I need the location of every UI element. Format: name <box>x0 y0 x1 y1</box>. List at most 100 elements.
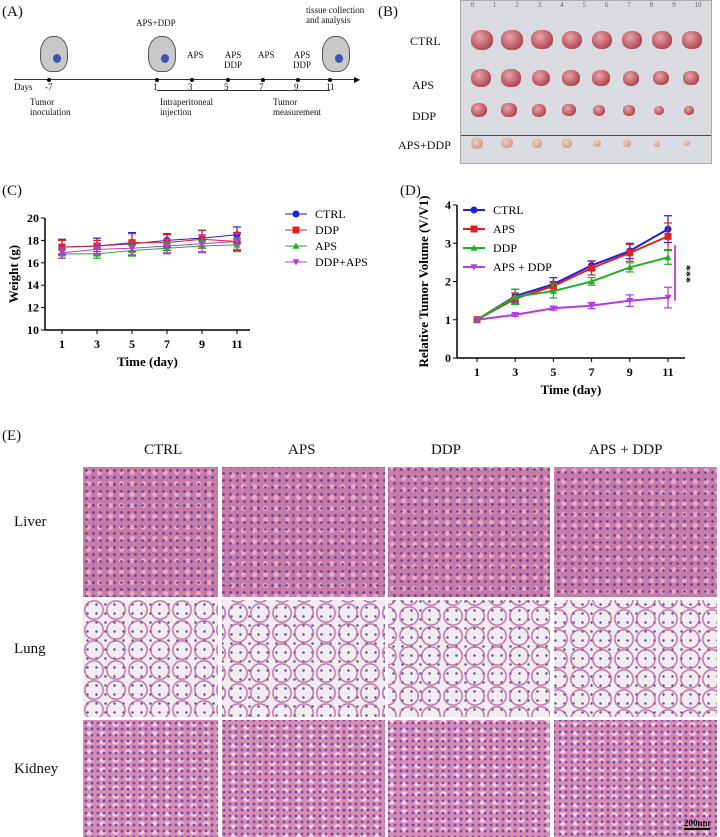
series-line <box>476 235 669 321</box>
panel-d-label: (D) <box>400 183 421 199</box>
column-header: APS + DDP <box>589 442 663 458</box>
x-tick-label: 9 <box>199 337 205 351</box>
data-point <box>470 225 478 233</box>
kidney-histology-image <box>83 720 218 837</box>
row-label: DDP <box>412 109 437 123</box>
tumor-specimen <box>471 138 483 149</box>
y-tick-label: 0 <box>445 351 451 365</box>
mouse-icon <box>148 36 176 72</box>
y-axis-label: Weight (g) <box>6 245 21 303</box>
tumor-specimen <box>562 70 580 87</box>
data-point <box>626 297 634 305</box>
day-label: -7 <box>45 82 53 92</box>
data-point <box>292 259 300 266</box>
tumor-specimen <box>623 105 635 116</box>
data-point <box>588 302 596 310</box>
ruler-number: 3 <box>537 1 542 9</box>
x-tick-label: 9 <box>627 365 633 379</box>
liver-histology-image <box>83 467 218 597</box>
tumor-specimen <box>683 105 695 116</box>
column-header: DDP <box>431 442 462 458</box>
y-tick-label: 18 <box>27 233 39 247</box>
timeline-tick <box>261 78 265 82</box>
top-label: APS DDP <box>224 50 243 70</box>
ruler-number: 4 <box>560 1 564 9</box>
days-label: Days <box>14 82 33 92</box>
tumor-specimen <box>471 103 487 118</box>
end-label: tissue collection and analysis <box>306 5 365 25</box>
tumor-specimen <box>501 138 513 149</box>
panel-b-label: (B) <box>378 4 398 20</box>
x-tick-label: 1 <box>59 337 65 351</box>
tumor-specimen <box>623 140 631 148</box>
day-label: 9 <box>294 82 299 92</box>
data-point <box>473 316 481 324</box>
tumor-specimen <box>592 139 602 148</box>
data-point <box>511 293 519 300</box>
data-point <box>664 294 672 302</box>
panel-a-timeline: ▶ Days APS+DDP APS APS DDP APS APS DDP t… <box>0 0 375 117</box>
data-point <box>588 264 596 272</box>
y-tick-label: 16 <box>27 256 39 270</box>
tumor-specimen <box>592 104 606 117</box>
panel-e-label: (E) <box>2 428 22 444</box>
ruler-number: 1 <box>492 1 497 9</box>
legend-label: CTRL <box>315 207 346 221</box>
y-axis-label: Relative Tumor Volume (V/V1) <box>416 195 431 367</box>
y-tick-label: 1 <box>445 313 451 327</box>
data-point <box>292 242 300 249</box>
y-tick-label: 4 <box>445 198 451 212</box>
day-label: 5 <box>224 82 229 92</box>
tumor-specimen <box>531 30 553 50</box>
y-tick-label: 14 <box>27 278 39 292</box>
ruler-number: 10 <box>694 1 702 9</box>
lung-histology-image <box>554 600 717 717</box>
data-point <box>664 253 672 261</box>
x-tick-label: 3 <box>94 337 100 351</box>
x-axis-label: Time (day) <box>541 382 602 397</box>
lung-histology-image <box>83 600 218 717</box>
tumor-specimen <box>531 138 543 149</box>
data-point <box>626 249 634 257</box>
tumor-specimen <box>652 31 672 49</box>
lung-histology-image <box>388 600 550 717</box>
x-tick-label: 1 <box>474 365 480 379</box>
tumor-specimen <box>683 140 691 147</box>
intraperitoneal-label: Intraperitoneal injection <box>160 97 213 117</box>
y-tick-label: 12 <box>27 301 39 315</box>
legend-label: DDP <box>315 223 339 237</box>
tumor-photo: 0 1 2 3 4 5 6 7 8 9 10 <box>460 0 712 164</box>
x-tick-label: 11 <box>231 337 242 351</box>
legend-label: DDP+APS <box>315 255 368 269</box>
row-label: Kidney <box>14 760 59 777</box>
series-line <box>61 241 238 254</box>
arrow-icon: ▶ <box>354 75 361 84</box>
top-label: APS <box>187 50 204 60</box>
row-label: CTRL <box>410 34 441 48</box>
data-point <box>233 238 241 246</box>
timeline-tick <box>47 78 51 82</box>
timeline-tick <box>328 78 332 82</box>
y-tick-label: 10 <box>27 323 39 337</box>
mouse-icon <box>40 36 68 72</box>
data-point <box>664 232 672 240</box>
x-tick-label: 7 <box>164 337 170 351</box>
data-point <box>470 244 478 251</box>
row-label: Lung <box>14 640 46 657</box>
legend-label: APS <box>493 222 515 236</box>
tumor-specimen <box>653 105 665 116</box>
tumor-specimen <box>591 30 613 50</box>
data-point <box>626 263 634 271</box>
tumor-specimen <box>653 71 669 86</box>
top-label: APS <box>258 50 275 60</box>
x-tick-label: 11 <box>662 365 673 379</box>
tumor-specimen <box>622 70 640 86</box>
tumor-specimen <box>501 30 523 50</box>
panel-a-label: (A) <box>2 4 23 20</box>
significance-label: *** <box>680 265 694 283</box>
ruler-number: 2 <box>515 1 519 9</box>
lung-histology-image <box>222 600 385 717</box>
kidney-histology-image <box>554 720 717 837</box>
liver-histology-image <box>554 467 717 597</box>
